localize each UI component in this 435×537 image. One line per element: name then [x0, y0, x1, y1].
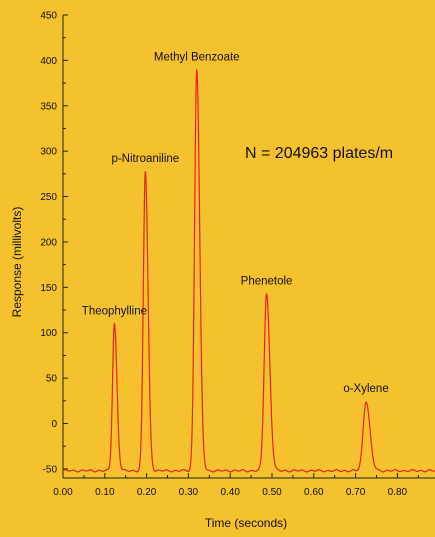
x-tick-label: 0.30 — [179, 487, 199, 498]
y-axis-ticks: -50 0 50 100 150 200 250 300 350 400 450 — [40, 11, 68, 475]
x-tick-label: 0.20 — [137, 487, 157, 498]
y-tick-label: 150 — [40, 283, 57, 294]
x-tick-label: 0.70 — [346, 487, 366, 498]
x-axis-ticks: 0.00 0.10 0.20 0.30 0.40 0.50 0.60 0.70 0.80 — [53, 473, 419, 498]
y-tick-label: 300 — [40, 147, 57, 158]
y-axis-title: Response (millivolts) — [10, 207, 24, 318]
y-tick-label: 250 — [40, 192, 57, 203]
y-tick-label: 450 — [40, 11, 57, 22]
peak-label: Theophylline — [82, 306, 147, 318]
y-tick-label: 200 — [40, 237, 57, 248]
y-tick-label: 0 — [51, 419, 57, 430]
peak-label: p-Nitroaniline — [111, 153, 179, 165]
x-tick-label: 0.50 — [262, 487, 282, 498]
plate-count-annotation: N = 204963 plates/m — [245, 145, 393, 162]
y-tick-label: 350 — [40, 101, 57, 112]
y-tick-label: 50 — [46, 374, 58, 385]
x-tick-label: 0.60 — [304, 487, 324, 498]
y-tick-label: 100 — [40, 328, 57, 339]
y-tick-label: 400 — [40, 56, 57, 67]
y-tick-label: -50 — [43, 464, 58, 475]
chromatogram-trace — [62, 68, 435, 473]
x-tick-label: 0.40 — [220, 487, 240, 498]
x-axis-title: Time (seconds) — [205, 516, 287, 530]
x-tick-label: 0.00 — [53, 487, 73, 498]
peak-label: Phenetole — [241, 276, 293, 288]
peak-labels: Theophylline p-Nitroaniline Methyl Benzoat… — [82, 51, 389, 394]
x-tick-label: 0.80 — [388, 487, 408, 498]
peak-label: o-Xylene — [343, 383, 388, 395]
peak-label: Methyl Benzoate — [154, 51, 240, 63]
axes — [62, 15, 435, 479]
x-tick-label: 0.10 — [95, 487, 115, 498]
